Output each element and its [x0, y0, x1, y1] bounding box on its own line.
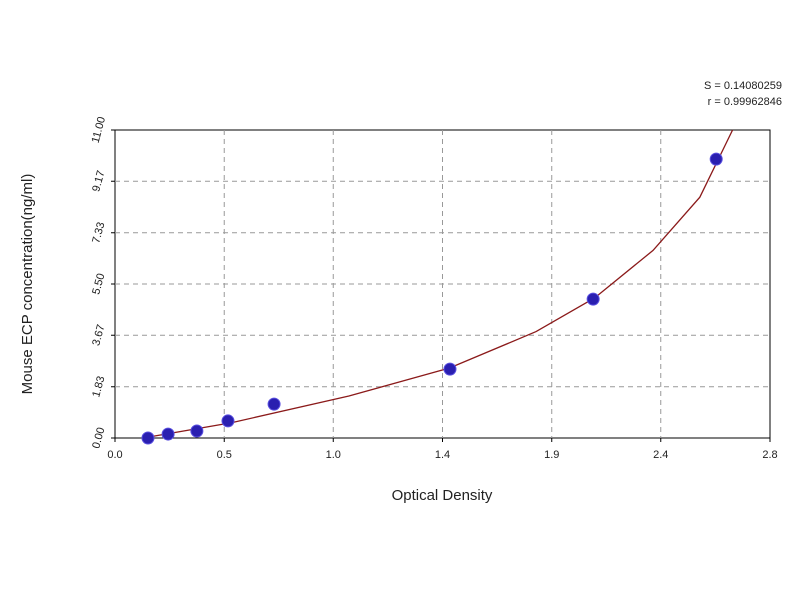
y-axis-label: Mouse ECP concentration(ng/ml) — [19, 174, 36, 395]
fit-curve — [142, 129, 734, 438]
x-tick-label: 2.8 — [762, 449, 777, 461]
y-tick-label: 9.17 — [90, 169, 107, 193]
x-axis-label: Optical Density — [392, 487, 493, 504]
x-tick-label: 2.4 — [653, 449, 668, 461]
x-tick-label: 1.4 — [435, 449, 450, 461]
x-tick-label: 1.9 — [544, 449, 559, 461]
annotation: r = 0.99962846 — [708, 96, 782, 108]
y-tick-label: 0.00 — [90, 426, 107, 450]
y-tick-label: 11.00 — [90, 116, 109, 145]
y-tick-label: 5.50 — [90, 272, 107, 296]
x-tick-label: 0.0 — [107, 449, 122, 461]
y-tick-label: 7.33 — [90, 221, 107, 245]
data-point — [161, 427, 175, 441]
data-point — [709, 152, 723, 166]
data-point — [267, 397, 281, 411]
x-tick-label: 1.0 — [326, 449, 341, 461]
data-point — [190, 424, 204, 438]
annotation: S = 0.14080259 — [704, 80, 782, 92]
data-point — [586, 292, 600, 306]
y-tick-label: 1.83 — [90, 375, 107, 399]
data-point — [443, 362, 457, 376]
data-point — [141, 431, 155, 445]
y-tick-label: 3.67 — [90, 323, 107, 347]
x-tick-label: 0.5 — [217, 449, 232, 461]
data-point — [221, 414, 235, 428]
